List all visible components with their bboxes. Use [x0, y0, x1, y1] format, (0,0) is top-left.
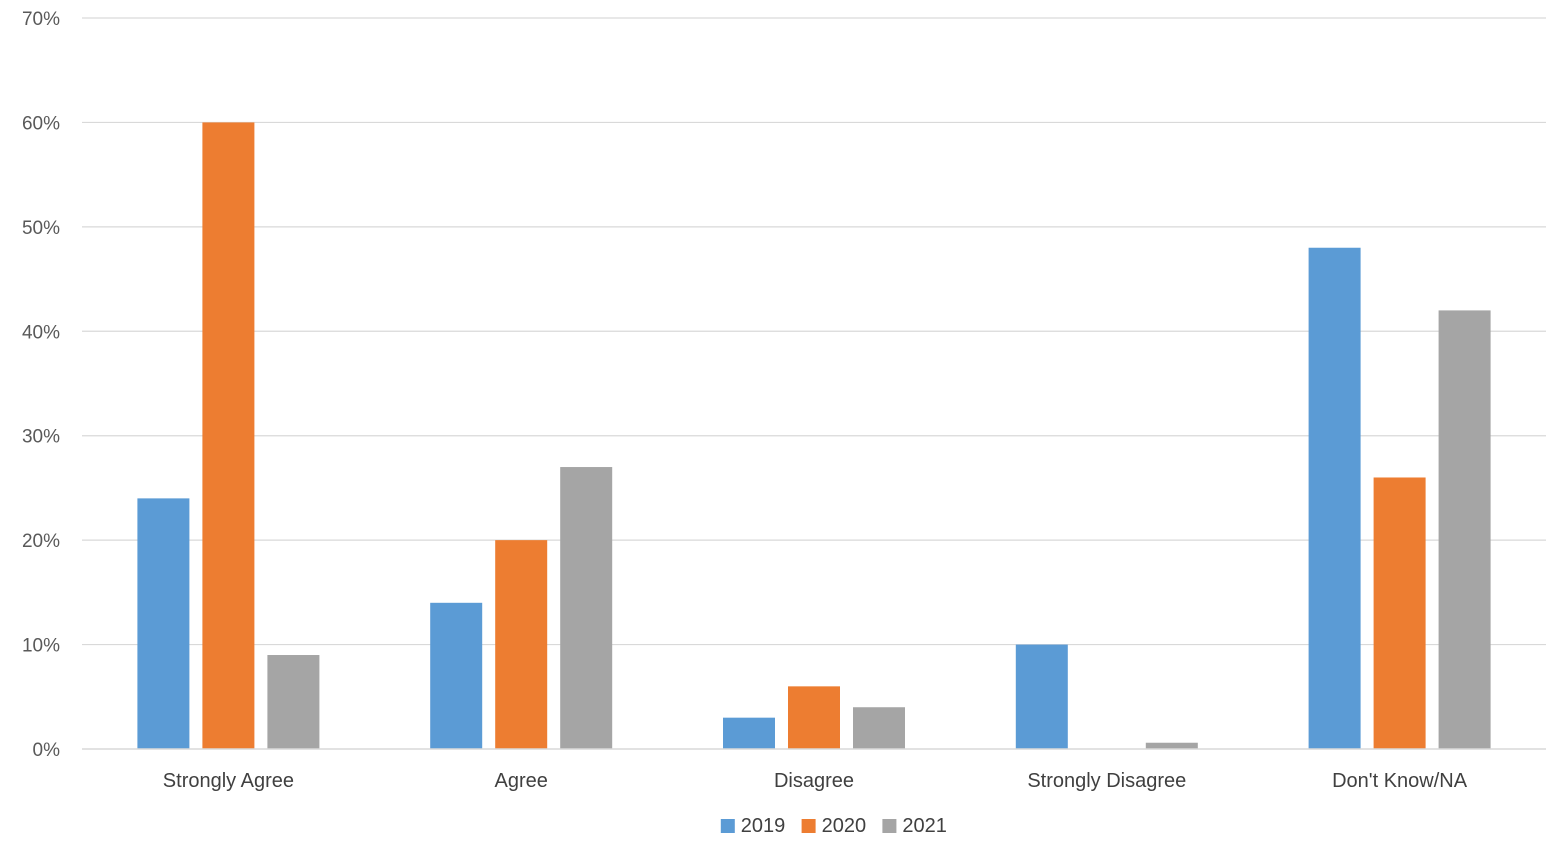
legend-swatch	[720, 819, 735, 833]
y-tick-label: 40%	[22, 322, 60, 343]
bar-2020-1	[495, 540, 548, 749]
x-category-label: Agree	[495, 770, 548, 792]
bars	[137, 122, 1491, 749]
gridlines	[82, 17, 1546, 646]
bar-2019-4	[1308, 247, 1361, 749]
legend-item-2021: 2021	[882, 815, 947, 837]
x-category-label: Strongly Agree	[163, 770, 294, 792]
bar-2019-3	[1015, 644, 1068, 749]
bar-2021-1	[560, 467, 613, 749]
x-axis-category-labels: Strongly Agree Agree Disagree Strongly Disa…	[163, 770, 1468, 792]
legend-item-2019: 2019	[720, 815, 786, 837]
y-tick-label: 0%	[33, 740, 61, 761]
legend: 2019 2020 2021	[720, 815, 947, 837]
bar-2021-0	[267, 655, 320, 749]
legend-swatch	[882, 819, 897, 833]
legend-label: 2019	[741, 815, 786, 837]
x-category-label: Disagree	[774, 770, 854, 792]
bar-2020-4	[1373, 477, 1426, 749]
bar-2019-0	[137, 498, 190, 749]
bar-2021-4	[1438, 310, 1491, 749]
bar-2021-3	[1145, 742, 1198, 749]
legend-label: 2020	[822, 815, 867, 837]
y-tick-label: 50%	[22, 218, 60, 239]
x-category-label: Don't Know/NA	[1332, 770, 1468, 792]
bar-2019-1	[430, 602, 483, 749]
bar-2019-2	[723, 717, 775, 749]
legend-label: 2021	[902, 815, 947, 837]
y-axis-tick-labels: 0% 10% 20% 30% 40% 50% 60% 70%	[22, 9, 60, 761]
y-tick-label: 60%	[22, 113, 60, 134]
y-tick-label: 20%	[22, 531, 60, 552]
y-tick-label: 10%	[22, 636, 60, 657]
legend-item-2020: 2020	[801, 815, 867, 837]
x-category-label: Strongly Disagree	[1027, 770, 1186, 792]
bar-2020-2	[788, 686, 840, 749]
y-tick-label: 70%	[22, 9, 60, 30]
y-tick-label: 30%	[22, 427, 60, 448]
legend-swatch	[801, 819, 816, 833]
bar-2021-2	[853, 707, 905, 749]
bar-2020-0	[202, 122, 255, 749]
